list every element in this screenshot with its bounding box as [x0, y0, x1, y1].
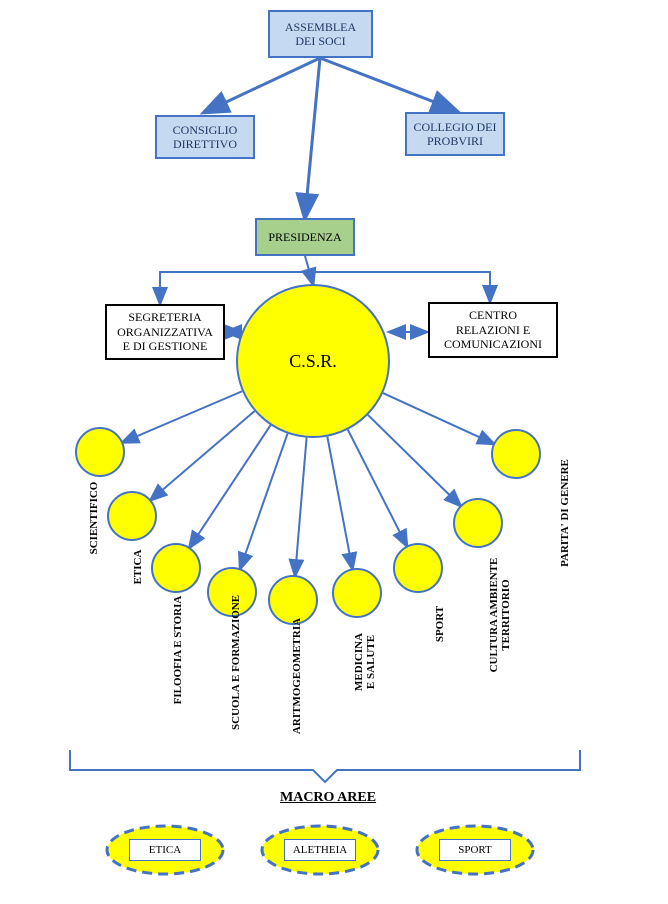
box-consiglio: CONSIGLIODIRETTIVO [155, 115, 255, 159]
label-parita: PARITA' DI GENERE [559, 453, 571, 573]
macro-label: ALETHEIA [293, 844, 347, 856]
label-medicina: MEDICINAE SALUTE [353, 602, 377, 722]
macro-aletheia: ALETHEIA [284, 839, 356, 861]
box-segreteria: SEGRETERIAORGANIZZATIVAE DI GESTIONE [105, 304, 225, 360]
label-aritmo: ARITMOGEOMETRIA [291, 616, 303, 736]
box-label: PRESIDENZA [268, 230, 341, 244]
box-label: SEGRETERIAORGANIZZATIVAE DI GESTIONE [117, 310, 213, 353]
macro-sport: SPORT [439, 839, 511, 861]
box-presidenza: PRESIDENZA [255, 218, 355, 256]
label-filosofia: FILOOFIA E STORIA [172, 590, 184, 710]
circle-parita [491, 429, 541, 479]
box-label: ASSEMBLEADEI SOCI [285, 20, 356, 49]
label-etica_c: ETICA [132, 507, 144, 627]
box-collegio dei: COLLEGIO DEIPROBVIRI [405, 112, 505, 156]
circle-scientifico [75, 427, 125, 477]
box-centro: CENTRORELAZIONI ECOMUNICAZIONI [428, 302, 558, 358]
csr-label: C.S.R. [289, 351, 337, 372]
macro-label: SPORT [458, 844, 492, 856]
box-label: CENTRORELAZIONI ECOMUNICAZIONI [444, 308, 542, 351]
macro-title: MACRO AREE [280, 790, 376, 806]
box-label: CONSIGLIODIRETTIVO [173, 123, 238, 152]
label-scuola: SCUOLA E FORMAZIONE [230, 610, 242, 730]
csr-circle: C.S.R. [236, 284, 390, 438]
macro-label: ETICA [149, 844, 181, 856]
label-scientifico: SCIENTIFICO [88, 458, 100, 578]
circle-filosofia [151, 543, 201, 593]
label-cultura: CULTURA AMBIENTETERRITORIO [488, 555, 512, 675]
box-label: COLLEGIO DEIPROBVIRI [414, 120, 497, 149]
macro-etica: ETICA [129, 839, 201, 861]
label-sport_c: SPORT [434, 564, 446, 684]
box-assemblea: ASSEMBLEADEI SOCI [268, 10, 373, 58]
circle-cultura [453, 498, 503, 548]
